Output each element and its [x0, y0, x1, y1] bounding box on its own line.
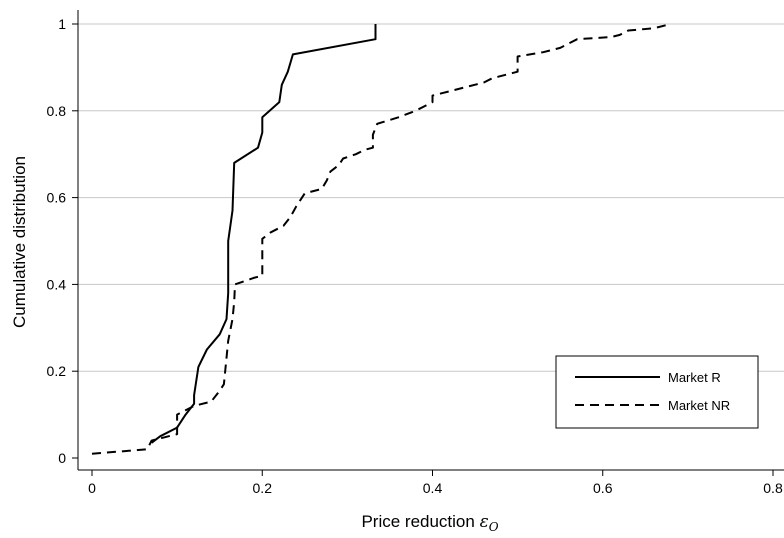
y-tick-label-1: 0.2	[47, 363, 67, 379]
y-tick-label-0: 0	[58, 450, 66, 466]
x-axis-label-text: Price reduction	[361, 512, 479, 531]
legend-label-market-nr: Market NR	[668, 398, 730, 413]
series-market-nr-line	[91, 23, 672, 455]
legend: Market R Market NR	[555, 355, 759, 429]
y-axis-label: Cumulative distribution	[10, 156, 29, 328]
y-tick-label-3: 0.6	[47, 190, 67, 206]
x-axis-label-subscript: O	[489, 520, 499, 534]
series-lines	[91, 23, 672, 455]
x-axis-label-symbol: ε	[480, 512, 489, 532]
x-tick-label-1: 0.2	[253, 480, 273, 496]
x-axis-label: Price reduction εO	[361, 512, 498, 534]
axis-ticks: 0 0.2 0.4 0.6 0.8 1 0 0.2 0.4 0.6 0.8	[47, 16, 783, 496]
x-tick-label-3: 0.6	[593, 480, 613, 496]
y-tick-label-2: 0.4	[47, 276, 67, 292]
x-tick-label-2: 0.4	[423, 480, 443, 496]
legend-box	[555, 355, 759, 429]
axes	[77, 10, 784, 471]
series-market-r-line	[150, 24, 377, 444]
x-tick-label-4: 0.8	[763, 480, 783, 496]
gridlines	[78, 23, 784, 372]
y-tick-label-4: 0.8	[47, 103, 67, 119]
x-tick-label-0: 0	[88, 480, 96, 496]
legend-label-market-r: Market R	[668, 370, 721, 385]
y-tick-label-5: 1	[58, 16, 66, 32]
